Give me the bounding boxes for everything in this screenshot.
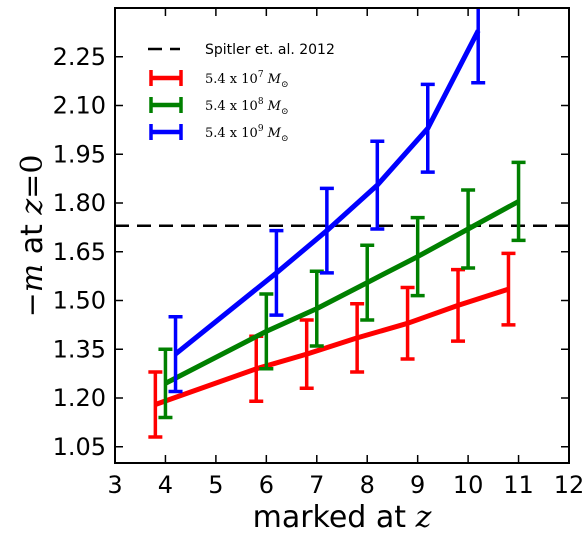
series-line xyxy=(173,29,481,357)
series-line xyxy=(154,286,510,407)
x-tick-label: 4 xyxy=(158,471,173,499)
x-tick-label: 6 xyxy=(259,471,274,499)
y-tick-label: 1.50 xyxy=(53,287,106,315)
x-tick-label: 5 xyxy=(208,471,223,499)
series-1 xyxy=(148,251,516,439)
legend-label: 5.4 x 109 M⊙ xyxy=(205,124,289,144)
series-3 xyxy=(168,8,486,394)
x-tick-label: 8 xyxy=(360,471,375,499)
y-tick-label: 2.25 xyxy=(53,43,106,71)
y-tick-label: 2.10 xyxy=(53,92,106,120)
y-tick-label: 1.95 xyxy=(53,140,106,168)
legend-item-3: 5.4 x 108 M⊙ xyxy=(149,97,289,117)
y-tick-label: 1.80 xyxy=(53,189,106,217)
x-tick-label: 9 xyxy=(410,471,425,499)
x-axis-label-var: z xyxy=(415,500,432,533)
legend-item-2: 5.4 x 107 M⊙ xyxy=(149,70,289,90)
x-axis-label: marked at z xyxy=(253,500,432,533)
x-tick-label: 12 xyxy=(554,471,585,499)
y-axis-label: −m at z=0 xyxy=(15,155,50,318)
x-tick-label: 3 xyxy=(107,471,122,499)
series-2 xyxy=(158,160,526,420)
x-tick-label: 7 xyxy=(309,471,324,499)
y-tick-label: 1.20 xyxy=(53,384,106,412)
legend-item-1: Spitler et. al. 2012 xyxy=(148,42,335,58)
y-tick-label: 1.65 xyxy=(53,238,106,266)
x-axis-label-text: marked at xyxy=(253,500,416,533)
x-tick-label: 10 xyxy=(453,471,484,499)
series-line xyxy=(164,199,520,386)
y-tick-label: 1.05 xyxy=(53,433,106,461)
legend-label: 5.4 x 107 M⊙ xyxy=(205,70,289,90)
legend-label: Spitler et. al. 2012 xyxy=(205,42,335,58)
x-tick-label: 11 xyxy=(503,471,534,499)
legend-label: 5.4 x 108 M⊙ xyxy=(205,97,289,117)
y-tick-label: 1.35 xyxy=(53,335,106,363)
plot-frame xyxy=(114,7,570,464)
legend-item-4: 5.4 x 109 M⊙ xyxy=(149,124,289,144)
